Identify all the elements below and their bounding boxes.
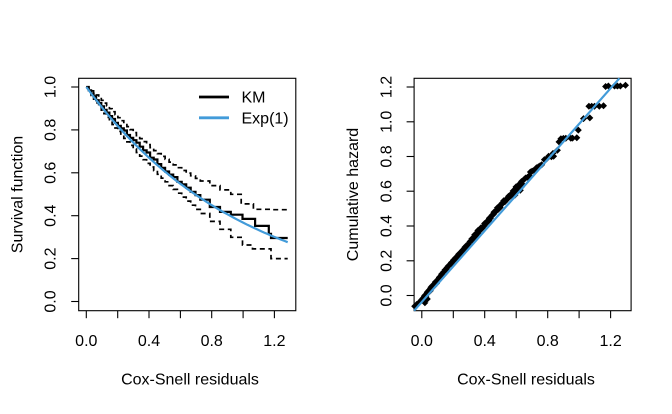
svg-text:Cox-Snell residuals: Cox-Snell residuals [457,372,595,389]
svg-text:0.6: 0.6 [378,180,395,202]
svg-text:KM: KM [242,90,266,107]
svg-text:1.2: 1.2 [378,76,395,98]
svg-text:0.4: 0.4 [474,333,496,350]
svg-text:0.4: 0.4 [378,215,395,237]
svg-text:0.8: 0.8 [378,145,395,167]
svg-text:0.0: 0.0 [378,284,395,306]
svg-text:Cumulative hazard: Cumulative hazard [345,128,362,261]
svg-text:0.2: 0.2 [378,250,395,272]
svg-text:1.2: 1.2 [599,333,621,350]
svg-text:0.2: 0.2 [43,247,60,269]
svg-text:1.2: 1.2 [263,333,285,350]
svg-text:0.0: 0.0 [75,333,97,350]
svg-text:0.0: 0.0 [43,290,60,312]
svg-text:0.4: 0.4 [43,204,60,226]
svg-text:1.0: 1.0 [43,76,60,98]
svg-text:0.8: 0.8 [537,333,559,350]
svg-text:Survival function: Survival function [10,136,27,253]
svg-text:0.4: 0.4 [138,333,160,350]
svg-text:Cox-Snell residuals: Cox-Snell residuals [121,372,259,389]
svg-text:1.0: 1.0 [378,111,395,133]
svg-text:0.6: 0.6 [43,162,60,184]
svg-text:0.8: 0.8 [43,119,60,141]
svg-text:0.0: 0.0 [411,333,433,350]
svg-text:0.8: 0.8 [201,333,223,350]
svg-text:Exp(1): Exp(1) [242,111,289,128]
